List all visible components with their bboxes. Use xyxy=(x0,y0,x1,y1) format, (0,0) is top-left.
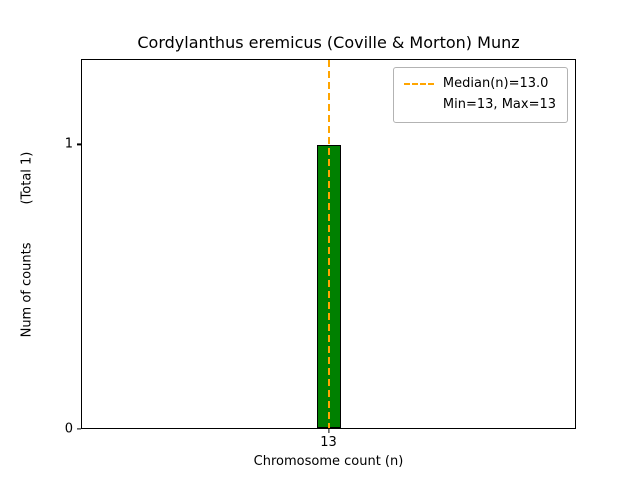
chart-title: Cordylanthus eremicus (Coville & Morton)… xyxy=(137,33,520,52)
x-tick-mark xyxy=(327,429,330,433)
legend-minmax-label: Min=13, Max=13 xyxy=(442,97,556,113)
y-axis-label: Num of counts (Total 1) xyxy=(19,60,36,430)
plot-area: Median(n)=13.0 Min=13, Max=13 xyxy=(81,59,576,429)
legend-median-label: Median(n)=13.0 xyxy=(442,76,549,91)
y-axis-total-text: (Total 1) xyxy=(19,151,35,205)
dashed-line-icon xyxy=(403,83,434,86)
median-line xyxy=(327,60,330,428)
legend-row-minmax: Min=13, Max=13 xyxy=(404,97,556,113)
y-tick-label: 0 xyxy=(64,421,73,437)
y-tick-label: 1 xyxy=(64,136,73,152)
y-axis-label-text: Num of counts xyxy=(19,242,35,338)
legend: Median(n)=13.0 Min=13, Max=13 xyxy=(392,67,568,123)
x-tick-label: 13 xyxy=(320,435,337,450)
legend-row-median: Median(n)=13.0 xyxy=(403,76,556,92)
x-axis-label: Chromosome count (n) xyxy=(253,454,404,469)
